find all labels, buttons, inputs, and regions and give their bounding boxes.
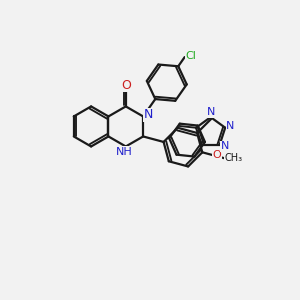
Text: CH₃: CH₃ [224, 153, 242, 164]
Text: O: O [121, 79, 131, 92]
Text: N: N [144, 109, 153, 122]
Text: O: O [212, 150, 221, 160]
Text: Cl: Cl [186, 51, 196, 61]
Text: NH: NH [116, 147, 133, 157]
Text: N: N [226, 121, 235, 131]
Text: N: N [206, 107, 215, 117]
Text: N: N [221, 141, 229, 151]
